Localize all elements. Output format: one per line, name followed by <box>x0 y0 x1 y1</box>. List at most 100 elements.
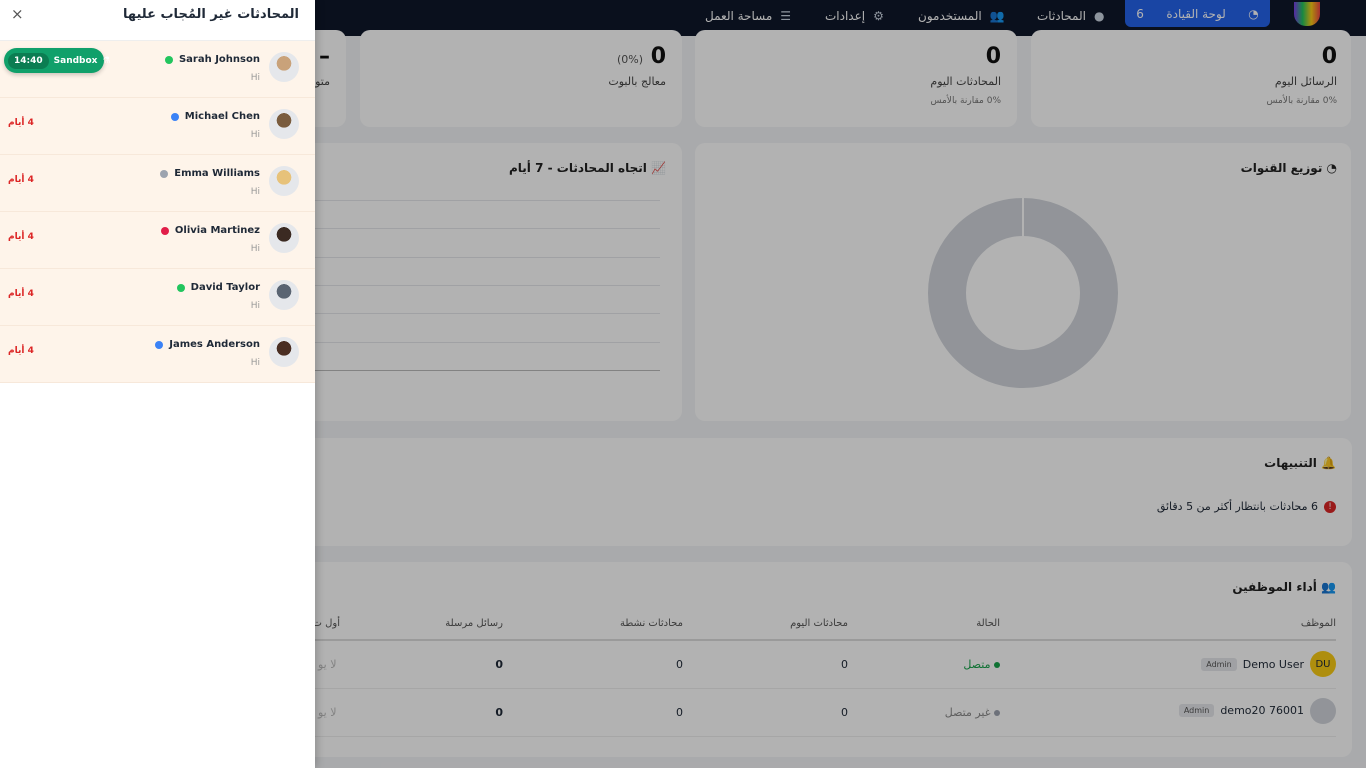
col-header: محادثات اليوم <box>683 608 848 641</box>
last-message: Hi <box>250 358 260 368</box>
stat-bot-handled: 0 (0%) معالج بالبوت <box>360 30 682 127</box>
nav-workspace[interactable]: ☰ مساحة العمل <box>705 5 791 27</box>
alert-icon: ! <box>1324 500 1336 513</box>
last-message: Hi <box>250 187 260 197</box>
wait-time: 4 أيام <box>8 232 34 242</box>
stat-conversations-today: 0 المحادثات اليوم 0% مقارنة بالأمس <box>695 30 1017 127</box>
dashboard-icon: ◔ <box>1248 6 1259 21</box>
stat-sub: 0% مقارنة بالأمس <box>930 96 1001 106</box>
stat-value: 0 <box>1321 44 1337 69</box>
nav-label: لوحة القيادة <box>1166 6 1226 21</box>
avatar: DU <box>1310 651 1336 678</box>
stat-label: الرسائل اليوم <box>1274 75 1337 88</box>
bell-icon: 🔔 <box>1321 456 1336 470</box>
employee-name: demo20 76001 <box>1220 704 1304 717</box>
status-text: متصل <box>963 657 991 671</box>
conversation-item[interactable]: Michael Chen Hi 4 أيام <box>0 98 315 155</box>
avatar <box>1310 697 1336 724</box>
stat-label: متو <box>315 75 330 88</box>
channels-donut <box>928 198 1118 388</box>
chat-icon: ● <box>1093 9 1105 23</box>
nav-label: مساحة العمل <box>705 9 773 23</box>
card-title: التنبيهات <box>1264 456 1317 470</box>
drawer-title: المحادثات غير المُجاب عليها <box>123 7 299 22</box>
avatar <box>269 223 299 253</box>
employee-name: Demo User <box>1242 657 1304 671</box>
list-icon: ☰ <box>780 9 792 23</box>
conversation-item[interactable]: Emma Williams Hi 4 أيام <box>0 155 315 212</box>
card-title: توزيع القنوات <box>1240 161 1323 175</box>
card-title: أداء الموظفين <box>1232 580 1317 594</box>
stat-pct: (0%) <box>616 53 644 66</box>
avatar <box>269 337 299 367</box>
users-icon: 👥 <box>1321 580 1336 594</box>
channels-card: ◔ توزيع القنوات <box>695 143 1351 421</box>
sandbox-button[interactable]: 14:40 Sandbox ⚗ <box>4 48 111 73</box>
role-badge: Admin <box>1178 704 1215 717</box>
cell: 0 <box>503 640 683 689</box>
pie-icon: ◔ <box>1326 161 1337 175</box>
contact-name: Michael Chen <box>184 111 260 122</box>
wait-time: 4 أيام <box>8 346 34 356</box>
role-badge: Admin <box>1201 657 1237 671</box>
conversation-item[interactable]: David Taylor Hi 4 أيام <box>0 269 315 326</box>
nav-badge: 6 <box>1136 6 1144 21</box>
chart-line-icon: 📈 <box>651 161 666 175</box>
contact-name: James Anderson <box>169 339 260 350</box>
wait-time: 4 أيام <box>8 289 34 299</box>
nav-conversations[interactable]: ● المحادثات <box>1037 5 1104 27</box>
sandbox-label: Sandbox <box>53 55 98 66</box>
col-header: محادثات نشطة <box>503 608 683 641</box>
contact-name: David Taylor <box>190 282 260 293</box>
trend-chart <box>220 200 660 371</box>
last-message: Hi <box>250 301 260 311</box>
last-message: Hi <box>250 130 260 140</box>
contact-name: Olivia Martinez <box>174 225 260 236</box>
avatar <box>269 109 299 139</box>
status-dot <box>170 112 179 121</box>
cell: 0 <box>683 688 848 737</box>
conversation-item[interactable]: James Anderson Hi 4 أيام <box>0 326 315 383</box>
conversation-item[interactable]: Olivia Martinez Hi 4 أيام <box>0 212 315 269</box>
card-title: اتجاه المحادثات - 7 أيام <box>508 161 647 175</box>
nav-label: المستخدمون <box>918 9 982 23</box>
stat-label: المحادثات اليوم <box>930 75 1001 88</box>
employees-card: 👥 أداء الموظفين الموظف الحالة محادثات اليو… <box>200 562 1352 757</box>
nav-settings[interactable]: ⚙ إعدادات <box>825 5 884 27</box>
status-dot <box>164 55 173 64</box>
status-text: غير متصل <box>944 705 991 719</box>
nav-label: إعدادات <box>825 9 866 23</box>
stat-value: 0 <box>985 44 1001 69</box>
nav-label: المحادثات <box>1037 9 1086 23</box>
table-row: DU Demo User Admin متصل 0 0 0 لا يو <box>216 640 1336 689</box>
status-dot <box>160 226 169 235</box>
nav-dashboard[interactable]: ◔ لوحة القيادة 6 <box>1125 0 1270 27</box>
gears-icon: ⚙ <box>873 9 884 23</box>
wait-time: 4 أيام <box>8 118 34 128</box>
status-dot <box>994 709 1000 716</box>
table-row: demo20 76001 Admin غير متصل 0 0 0 لا يو <box>216 688 1336 737</box>
col-header: الحالة <box>848 608 1000 641</box>
nav-users[interactable]: 👥 المستخدمون <box>918 5 1005 27</box>
employees-table: الموظف الحالة محادثات اليوم محادثات نشطة رسا… <box>216 608 1336 737</box>
sandbox-time: 14:40 <box>8 52 49 69</box>
cell: 0 <box>340 640 503 689</box>
contact-name: Sarah Johnson <box>178 54 260 65</box>
avatar <box>269 52 299 82</box>
col-header: رسائل مرسلة <box>340 608 503 641</box>
last-message: Hi <box>250 73 260 83</box>
alerts-card: 🔔 التنبيهات ! 6 محادثات بانتظار أكثر من 5… <box>200 438 1352 546</box>
status-dot <box>994 661 1000 668</box>
contact-name: Emma Williams <box>174 168 260 179</box>
cell: 0 <box>340 688 503 737</box>
users-icon: 👥 <box>989 9 1005 23</box>
flask-icon: ⚗ <box>102 55 111 66</box>
wait-time: 4 أيام <box>8 175 34 185</box>
cell: 0 <box>503 688 683 737</box>
alert-text: 6 محادثات بانتظار أكثر من 5 دقائق <box>1156 500 1318 513</box>
status-dot <box>160 169 169 178</box>
logo[interactable] <box>1294 2 1320 26</box>
alert-item: ! 6 محادثات بانتظار أكثر من 5 دقائق <box>216 500 1336 513</box>
last-message: Hi <box>250 244 260 254</box>
close-icon[interactable]: × <box>11 5 24 23</box>
